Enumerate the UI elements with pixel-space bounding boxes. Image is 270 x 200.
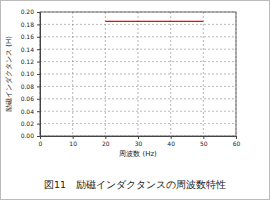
- grid-line: [105, 12, 106, 136]
- grid-line: [40, 111, 236, 112]
- tick-label: 0.08: [21, 83, 35, 90]
- tick-mark: [203, 136, 204, 139]
- tick: 0.16: [21, 33, 40, 40]
- tick-mark: [37, 37, 40, 38]
- x-axis: 0 10 20 30 40 50 60: [39, 136, 241, 147]
- tick-mark: [73, 136, 74, 139]
- tick-mark: [37, 136, 40, 137]
- plot-frame: [40, 12, 236, 136]
- tick: 0.10: [21, 70, 40, 77]
- tick-mark: [171, 136, 172, 139]
- tick: 0: [39, 136, 43, 147]
- grid-line: [40, 86, 236, 87]
- tick-label: 0.18: [21, 21, 35, 28]
- tick-label: 10: [69, 140, 77, 147]
- tick-label: 20: [102, 140, 110, 147]
- tick-mark: [138, 136, 139, 139]
- axis-line: [37, 13, 41, 137]
- y-axis: 0.00 0.02 0.04 0.06 0.08 0.10 0.12 0.14 0.16 0.18…: [21, 8, 41, 139]
- tick: 0.00: [21, 132, 40, 139]
- tick-label: 0.10: [21, 70, 35, 77]
- tick-mark: [37, 49, 40, 50]
- tick-label: 40: [167, 140, 175, 147]
- x-axis-title: 周波数 (Hz): [119, 150, 157, 158]
- tick-label: 0.12: [21, 58, 35, 65]
- tick-label: 0: [39, 140, 43, 147]
- tick-mark: [37, 62, 40, 63]
- tick: 50: [200, 136, 208, 147]
- grid-line: [203, 12, 204, 136]
- series: [105, 21, 203, 22]
- grid-line: [72, 12, 73, 136]
- data-line: [105, 21, 203, 22]
- tick: 0.06: [21, 95, 40, 102]
- tick-label: 0.00: [21, 132, 35, 139]
- chart: 0 10 20 30 40 50 60 0.00 0.02 0.04 0.06 0.08 0.10 0.1…: [0, 0, 270, 200]
- title: 図11 励磁インダクタンスの周波数特性: [44, 179, 226, 190]
- tick-label: 30: [135, 140, 143, 147]
- tick-label: 0.14: [21, 46, 35, 53]
- tick: 0.02: [21, 120, 40, 127]
- tick-mark: [37, 111, 40, 112]
- tick-mark: [105, 136, 106, 139]
- tick: 30: [135, 136, 143, 147]
- grid: [40, 12, 236, 136]
- tick-mark: [37, 86, 40, 87]
- grid-line: [170, 12, 171, 136]
- tick-label: 0.16: [21, 33, 35, 40]
- tick-label: 0.02: [21, 120, 35, 127]
- tick-label: 0.06: [21, 95, 35, 102]
- tick-mark: [37, 124, 40, 125]
- tick-label: 60: [233, 140, 241, 147]
- tick: 60: [233, 136, 241, 147]
- y-axis-title: 励磁インダクタンス (H): [5, 36, 13, 112]
- tick: 10: [69, 136, 77, 147]
- tick: 20: [102, 136, 110, 147]
- tick: 0.04: [21, 108, 40, 115]
- grid-line: [138, 12, 139, 136]
- tick-mark: [236, 136, 237, 139]
- tick-label: 0.04: [21, 108, 35, 115]
- tick-mark: [37, 12, 40, 13]
- tick-mark: [37, 74, 40, 75]
- tick: 40: [167, 136, 175, 147]
- background: [1, 1, 270, 200]
- tick: 0.14: [21, 46, 40, 53]
- plot: 0 10 20 30 40 50 60 0.00 0.02 0.04 0.06 0.08 0.10 0.1…: [21, 8, 241, 147]
- tick-label: 0.20: [21, 8, 35, 15]
- grid-line: [40, 123, 236, 124]
- tick-mark: [37, 24, 40, 25]
- tick: 0.18: [21, 21, 40, 28]
- axis-line: [41, 137, 237, 140]
- tick: 0.08: [21, 83, 40, 90]
- tick: 0.12: [21, 58, 40, 65]
- tick: 0.20: [21, 8, 40, 15]
- tick-mark: [37, 99, 40, 100]
- grid-line: [40, 98, 236, 99]
- tick-label: 50: [200, 140, 208, 147]
